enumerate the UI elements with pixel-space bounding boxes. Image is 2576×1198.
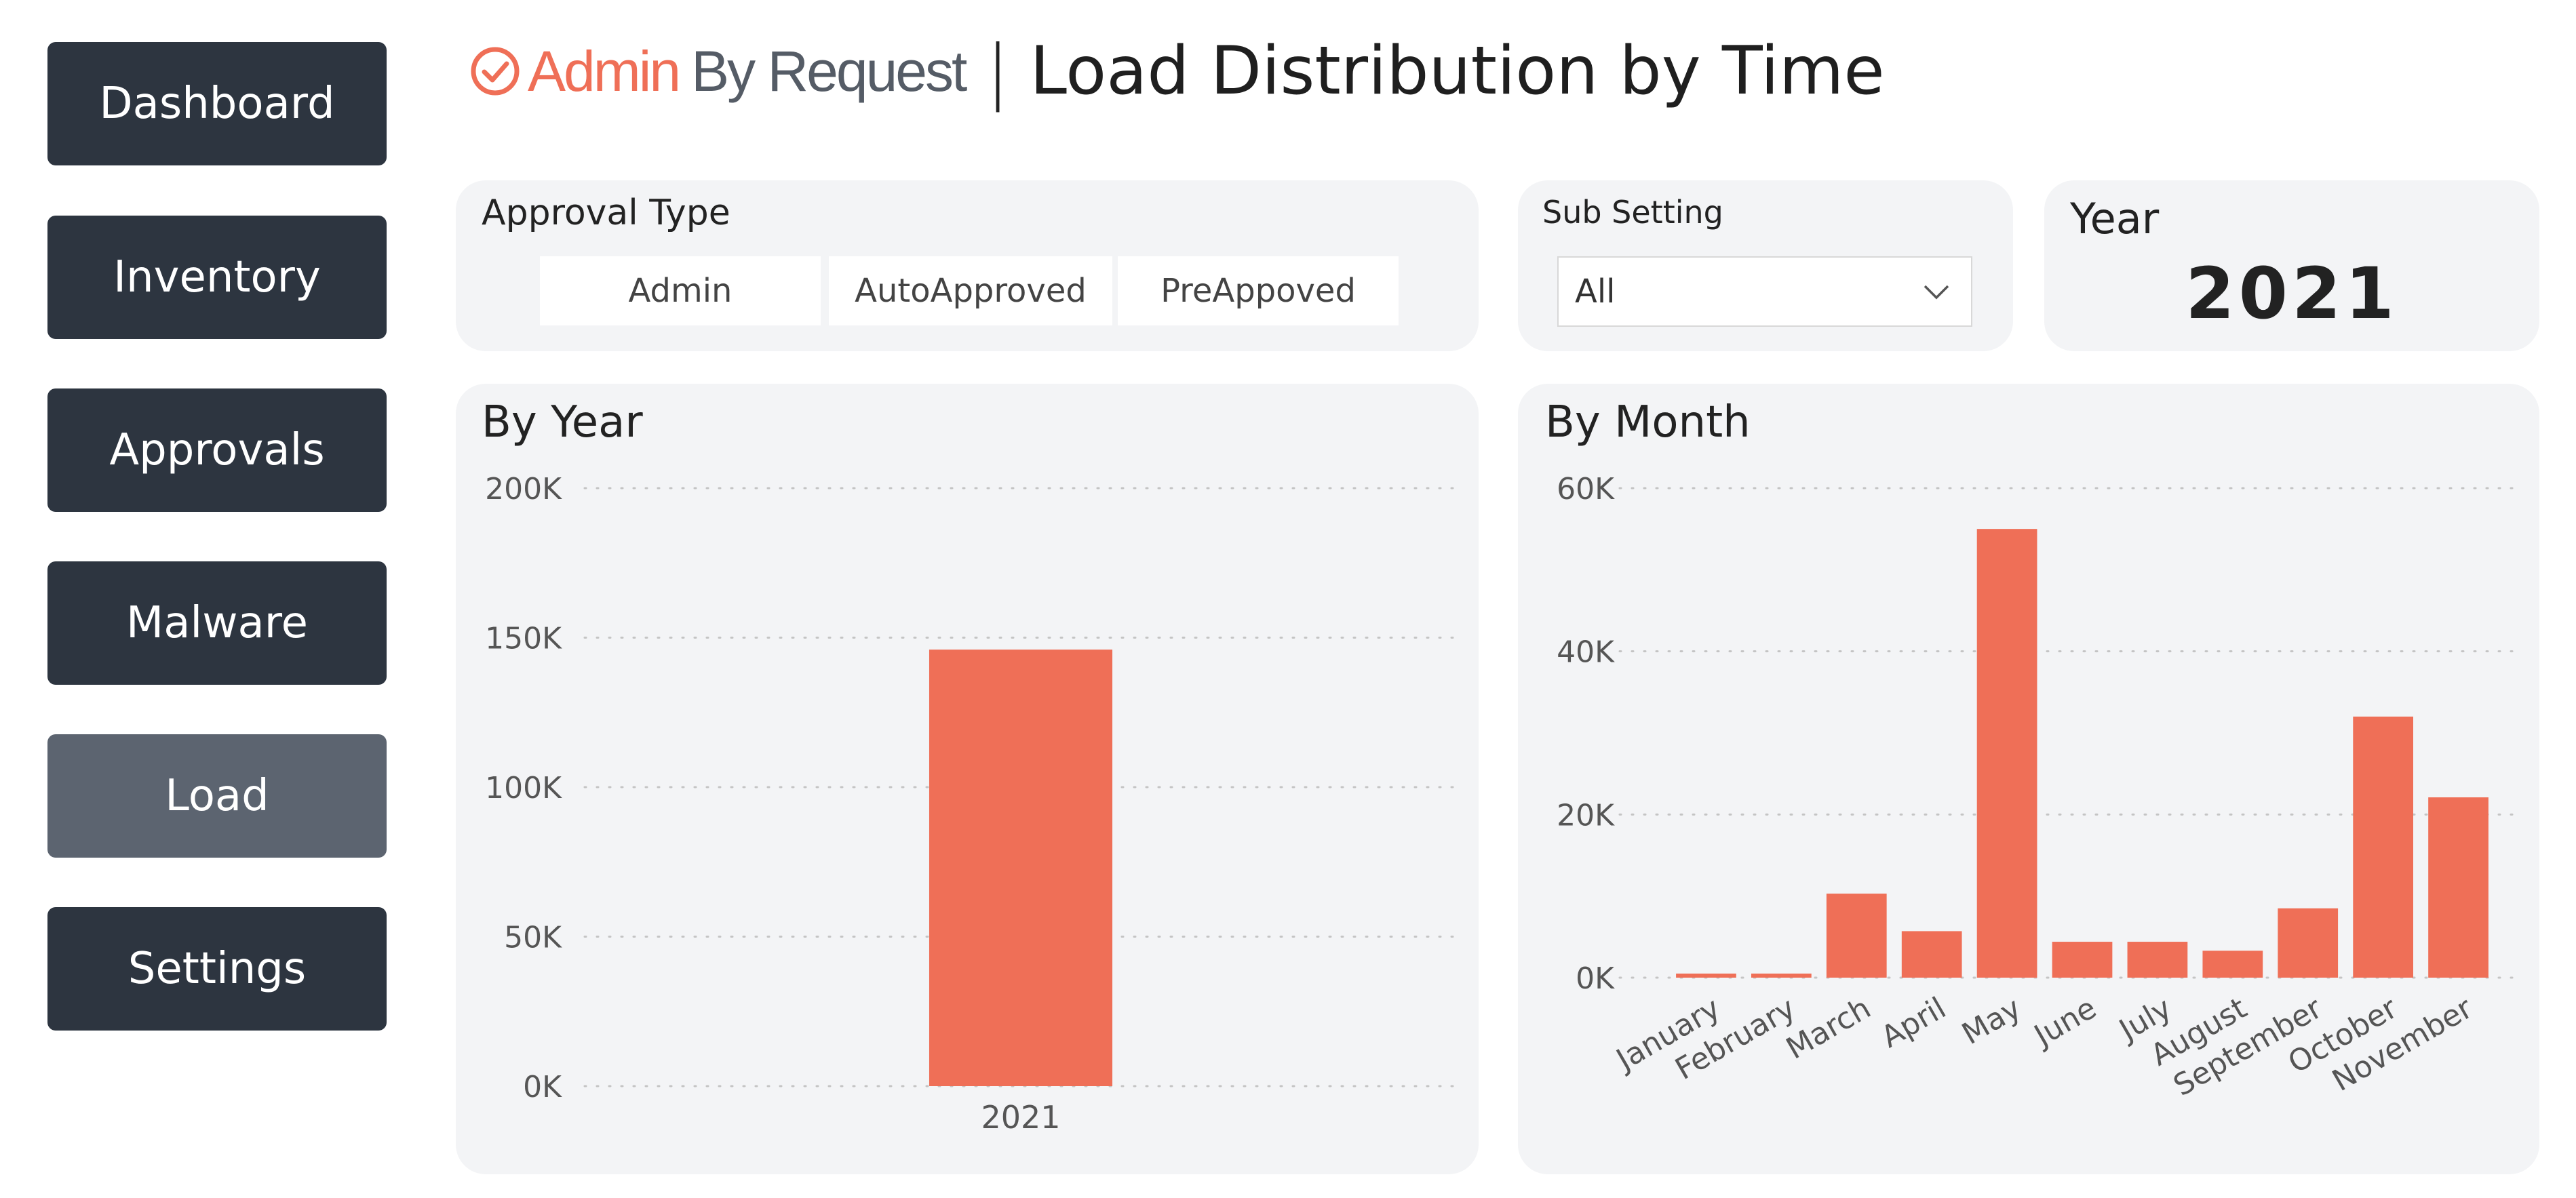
bar-february[interactable] (1751, 973, 1812, 978)
nav-inventory-label: Inventory (113, 252, 321, 302)
bar-april[interactable] (1901, 931, 1962, 978)
x-tick-label: March (1780, 991, 1877, 1066)
approval-type-label: Approval Type (482, 193, 730, 233)
y-tick-label: 0K (1576, 961, 1615, 996)
nav-approvals-label: Approvals (109, 425, 325, 475)
x-tick-label: May (1956, 991, 2027, 1052)
nav-load-label: Load (165, 771, 269, 821)
bar-august[interactable] (2202, 951, 2263, 978)
approval-type-preappoved-button[interactable]: PreAppoved (1118, 256, 1399, 325)
year-card (2044, 180, 2539, 351)
page-title: Load Distribution by Time (1030, 33, 1885, 110)
by-year-chart-title: By Year (482, 397, 643, 447)
x-tick-label: June (2027, 991, 2102, 1054)
bar-january[interactable] (1676, 973, 1736, 978)
bar-may[interactable] (1976, 529, 2037, 978)
sub-setting-dropdown[interactable]: All (1557, 256, 1972, 327)
nav-settings-button[interactable]: Settings (47, 907, 387, 1031)
nav-approvals-button[interactable]: Approvals (47, 388, 387, 512)
year-value: 2021 (2185, 252, 2398, 335)
sub-setting-label: Sub Setting (1542, 194, 1723, 231)
nav-dashboard-button[interactable]: Dashboard (47, 42, 387, 165)
nav-dashboard-label: Dashboard (99, 79, 335, 129)
logo-word-by-request: By Request (691, 39, 967, 103)
y-tick-label: 200K (485, 472, 562, 506)
bar-march[interactable] (1826, 894, 1887, 978)
bar-october[interactable] (2353, 716, 2413, 978)
by-year-bar-chart: 0K 50K 100K 150K 200K 2021 (485, 472, 1458, 1136)
year-label: Year (2070, 194, 2160, 243)
y-tick-label: 0K (523, 1070, 562, 1104)
logo-word-admin: Admin (528, 39, 681, 103)
y-tick-label: 100K (485, 771, 562, 805)
approval-type-admin-label: Admin (628, 272, 733, 310)
bar-september[interactable] (2278, 908, 2339, 978)
nav-settings-label: Settings (128, 944, 307, 994)
title-separator: | (985, 30, 1010, 113)
bar-november[interactable] (2428, 797, 2489, 978)
y-tick-label: 50K (504, 921, 562, 955)
sub-setting-value: All (1575, 273, 1616, 311)
admin-by-request-logo: Admin By Request (468, 39, 967, 104)
nav-malware-button[interactable]: Malware (47, 561, 387, 685)
nav-inventory-button[interactable]: Inventory (47, 216, 387, 339)
y-tick-label: 60K (1557, 472, 1615, 506)
x-tick-label: 2021 (981, 1099, 1060, 1136)
approval-type-preappoved-label: PreAppoved (1160, 272, 1356, 310)
nav-load-button[interactable]: Load (47, 734, 387, 858)
chevron-down-icon (1924, 285, 1949, 300)
nav-malware-label: Malware (125, 598, 309, 648)
check-circle-icon (471, 47, 520, 96)
bar-july[interactable] (2127, 942, 2188, 978)
approval-type-autoapproved-label: AutoApproved (855, 272, 1087, 310)
y-tick-label: 20K (1557, 798, 1615, 833)
page-header: Admin By Request | Load Distribution by … (468, 27, 1885, 115)
by-month-chart-title: By Month (1545, 397, 1751, 447)
bar-june[interactable] (2052, 942, 2113, 978)
y-tick-label: 150K (485, 622, 562, 656)
y-tick-label: 40K (1557, 635, 1615, 670)
approval-type-admin-button[interactable]: Admin (540, 256, 821, 325)
approval-type-autoapproved-button[interactable]: AutoApproved (829, 256, 1112, 325)
bar-2021[interactable] (929, 650, 1113, 1086)
x-tick-label: April (1875, 991, 1952, 1054)
